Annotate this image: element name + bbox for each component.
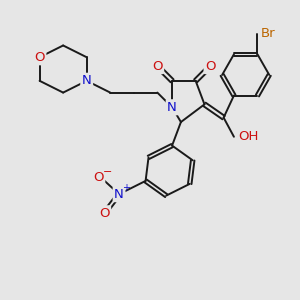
Text: O: O <box>34 51 45 64</box>
Text: O: O <box>152 60 163 73</box>
Text: N: N <box>82 74 92 87</box>
Text: O: O <box>205 60 216 73</box>
Text: O: O <box>99 207 110 220</box>
Text: N: N <box>167 101 177 114</box>
Text: O: O <box>93 172 104 184</box>
Text: N: N <box>114 188 124 201</box>
Text: +: + <box>122 183 130 193</box>
Text: Br: Br <box>260 27 275 40</box>
Text: −: − <box>103 167 112 177</box>
Text: OH: OH <box>238 130 259 143</box>
